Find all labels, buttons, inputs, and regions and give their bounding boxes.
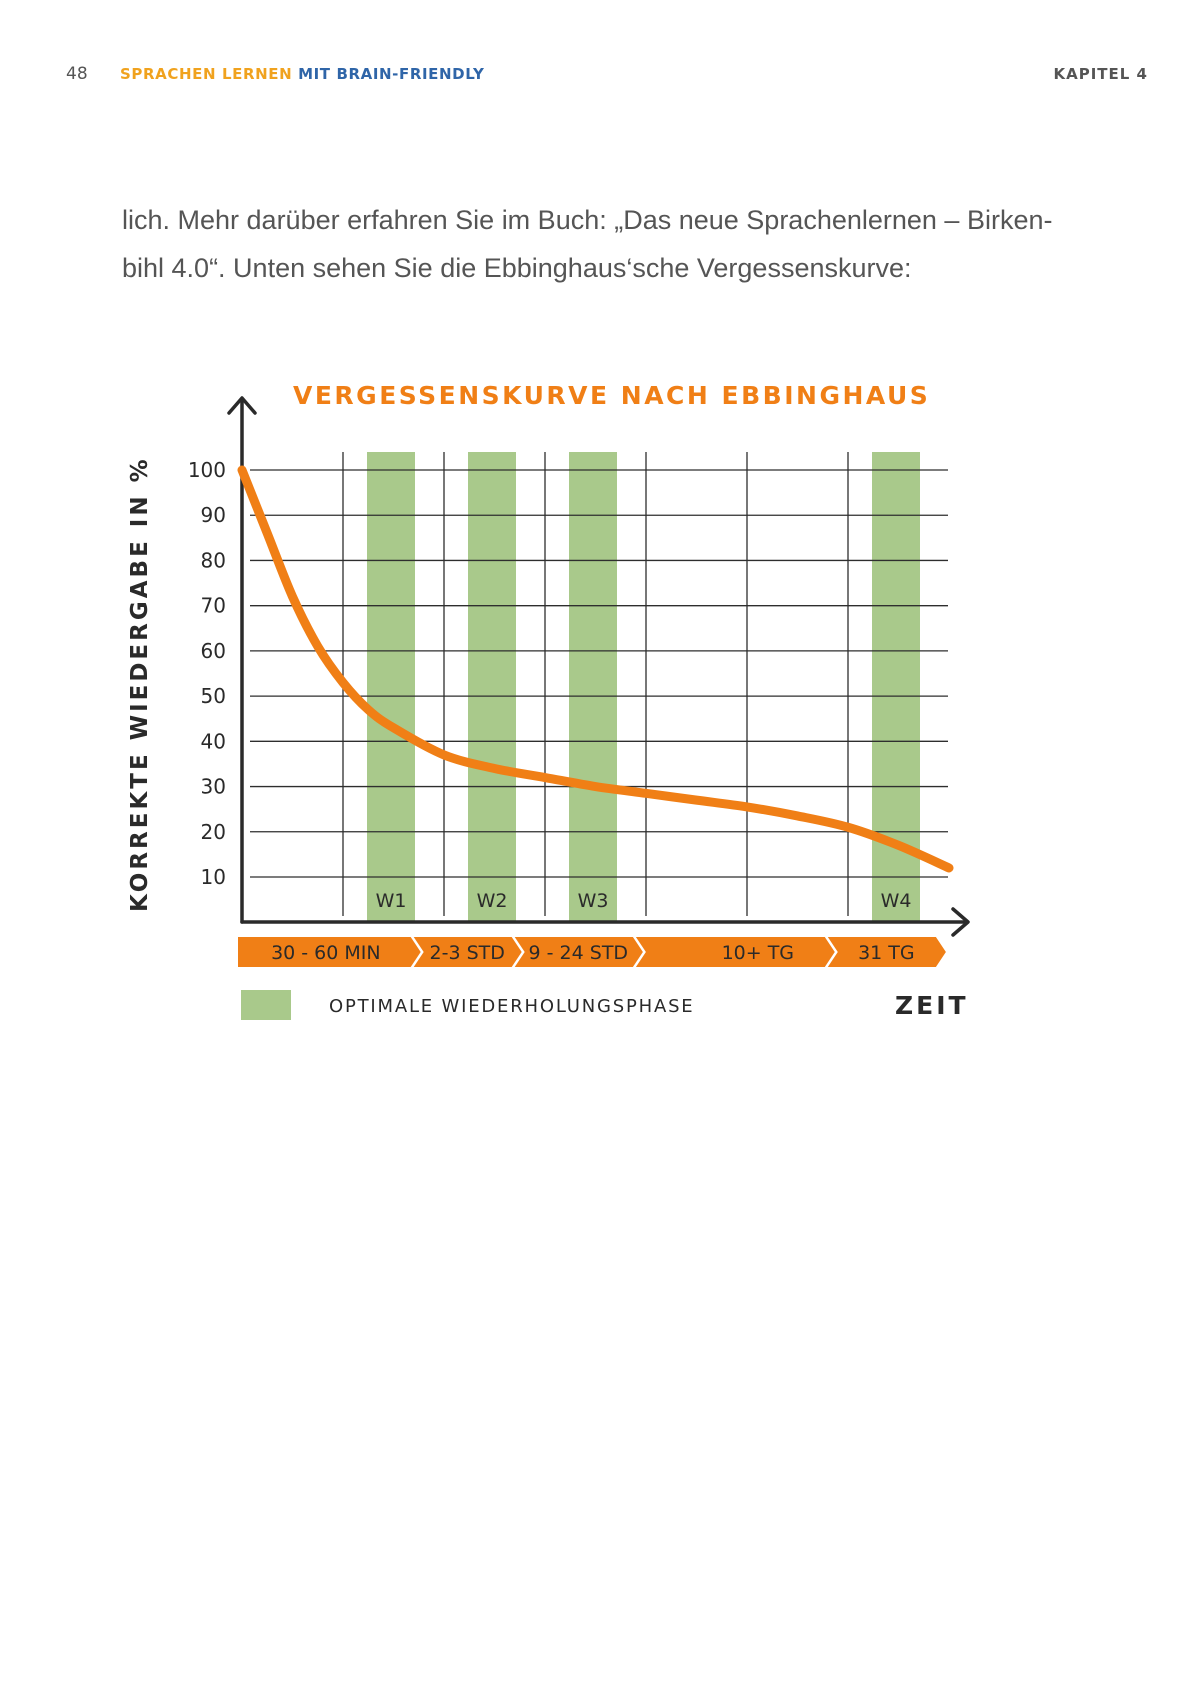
y-tick-20: 20 xyxy=(201,820,226,844)
y-axis-label: KORREKTE WIEDERGABE IN % xyxy=(127,456,153,912)
time-segment-label-4: 10+ TG xyxy=(722,942,794,964)
y-tick-50: 50 xyxy=(201,684,226,708)
band-label-w1: W1 xyxy=(376,890,407,912)
legend-swatch xyxy=(241,990,291,1020)
axes xyxy=(227,396,970,937)
body-line-2: bihl 4.0“. Unten sehen Sie die Ebbinghau… xyxy=(122,253,912,283)
chart-title: VERGESSENSKURVE NACH EBBINGHAUS xyxy=(293,381,930,410)
body-paragraph: lich. Mehr darüber erfahren Sie im Buch:… xyxy=(122,196,1112,292)
running-title-part1: SPRACHEN LERNEN xyxy=(120,65,293,83)
band-label-w2: W2 xyxy=(477,890,508,912)
time-segment-label-5: 31 TG xyxy=(858,942,915,964)
time-segment-4 xyxy=(635,937,835,967)
legend-label: OPTIMALE WIEDERHOLUNGSPHASE xyxy=(329,996,694,1017)
x-axis-arrow xyxy=(951,907,970,937)
curve-layer xyxy=(237,465,954,873)
time-segment-label-3: 9 - 24 STD xyxy=(529,942,629,964)
running-title-part2: MIT BRAIN-FRIENDLY xyxy=(298,65,485,83)
page-number: 48 xyxy=(66,64,88,84)
y-tick-40: 40 xyxy=(201,729,226,753)
y-tick-10: 10 xyxy=(201,865,226,889)
repetition-band-w1 xyxy=(367,452,415,922)
time-segment-label-1: 30 - 60 MIN xyxy=(271,942,381,964)
y-tick-70: 70 xyxy=(201,594,226,618)
repetition-band-w2 xyxy=(468,452,516,922)
repetition-band-w3 xyxy=(569,452,617,922)
y-tick-100: 100 xyxy=(188,458,226,482)
repetition-bands: W1 W2 W3 W4 xyxy=(367,452,920,922)
y-tick-60: 60 xyxy=(201,639,226,663)
time-segment-1 xyxy=(238,937,421,967)
time-scale: 30 - 60 MIN 2-3 STD 9 - 24 STD 10+ TG 31 TG xyxy=(238,937,946,967)
time-segment-3 xyxy=(514,937,643,967)
legend: OPTIMALE WIEDERHOLUNGSPHASE xyxy=(241,990,694,1020)
running-title: SPRACHEN LERNEN MIT BRAIN-FRIENDLY xyxy=(120,65,485,83)
band-label-w4: W4 xyxy=(881,890,912,912)
chapter-label: KAPITEL 4 xyxy=(1053,65,1148,83)
time-segment-5 xyxy=(827,937,946,967)
time-segment-2 xyxy=(413,937,522,967)
page-header: 48 SPRACHEN LERNEN MIT BRAIN-FRIENDLY KA… xyxy=(0,56,1200,86)
y-tick-30: 30 xyxy=(201,775,226,799)
forgetting-curve xyxy=(237,465,954,873)
time-segment-label-2: 2-3 STD xyxy=(430,942,505,964)
band-label-w3: W3 xyxy=(578,890,609,912)
y-tick-80: 80 xyxy=(201,548,226,572)
y-tick-90: 90 xyxy=(201,503,226,527)
x-axis-label: ZEIT xyxy=(895,991,969,1020)
body-line-1: lich. Mehr darüber erfahren Sie im Buch:… xyxy=(122,205,1053,235)
y-axis-arrow xyxy=(227,396,257,415)
y-tick-labels: 100 90 80 70 60 50 40 30 20 10 xyxy=(188,458,226,889)
